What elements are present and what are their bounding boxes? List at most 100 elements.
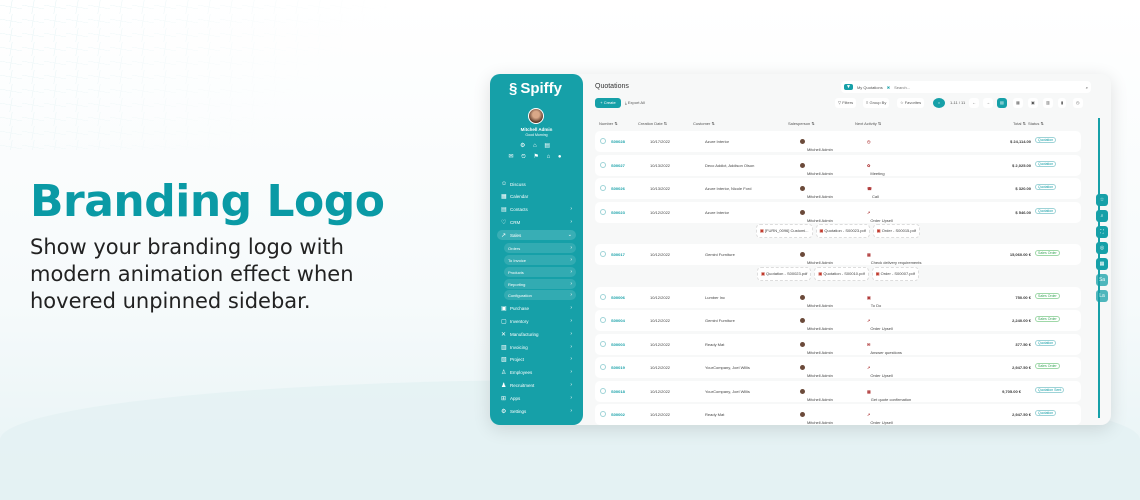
table-row[interactable]: S00003 10/12/2022 Ready Mat Mitchell Adm… bbox=[595, 333, 1081, 355]
order-number[interactable]: S00018 bbox=[611, 388, 625, 394]
sidebar-item-contacts[interactable]: ▤ Contacts › bbox=[497, 204, 576, 214]
table-row[interactable]: S00019 10/12/2022 YourCompany, Joel Will… bbox=[595, 357, 1081, 378]
systray-icons[interactable]: ✉ ⏲ ⚑ ⌂ ● bbox=[508, 154, 565, 160]
column-header-number[interactable]: Number ⇅ bbox=[599, 121, 618, 126]
next-activity[interactable]: ↗ Order Upsell bbox=[867, 412, 893, 425]
sidebar-item-inventory[interactable]: ▢ Inventory › bbox=[497, 316, 576, 326]
pivot-view-icon[interactable]: ▥ bbox=[1043, 98, 1053, 108]
next-activity[interactable]: ☎ Call bbox=[867, 186, 879, 199]
graph-view-icon[interactable]: ▮ bbox=[1058, 98, 1067, 108]
facet-remove-icon[interactable]: ✖ bbox=[886, 84, 891, 90]
attachment-chip[interactable]: ▣ Quotation - S00023.pdf bbox=[757, 266, 812, 281]
sidebar-item-manufacturing[interactable]: ✕ Manufacturing › bbox=[497, 329, 576, 339]
order-number[interactable]: S00026 bbox=[611, 186, 625, 191]
next-activity[interactable]: ▦ Check delivery requirements bbox=[867, 252, 922, 265]
favorites-button[interactable]: ☆ Favorites bbox=[897, 98, 925, 108]
attachment-chip[interactable]: ▣ Quotation - S00023.pdf bbox=[815, 224, 870, 238]
attachment-chip[interactable]: ▣ Quotation - S00010.pdf bbox=[814, 266, 869, 281]
kanban-view-icon[interactable]: ▦ bbox=[1013, 98, 1023, 108]
column-header-status[interactable]: Status ⇅ bbox=[1028, 121, 1044, 126]
table-row[interactable]: S00002 10/12/2022 Ready Mat Mitchell Adm… bbox=[595, 404, 1081, 425]
order-number[interactable]: S00002 bbox=[611, 412, 625, 417]
row-checkbox[interactable] bbox=[600, 208, 606, 215]
order-number[interactable]: S00023 bbox=[611, 209, 625, 215]
column-header-total[interactable]: Total ⇅ bbox=[1013, 121, 1026, 126]
quick-icons[interactable]: ⚙ ⌂ ▤ bbox=[519, 143, 553, 149]
sidebar-item-settings[interactable]: ⚙ Settings › bbox=[497, 406, 576, 416]
row-checkbox[interactable] bbox=[600, 364, 606, 370]
sidebar-item-purchase[interactable]: ▣ Purchase › bbox=[497, 303, 576, 313]
attachment-chip[interactable]: ▣ [FURN_0096] Customi... bbox=[756, 224, 813, 238]
table-row[interactable]: S00017 10/12/2022 Gemini Furniture Mitch… bbox=[595, 244, 1081, 265]
sidebar-item-configuration[interactable]: Configuration › bbox=[504, 290, 576, 300]
filters-button[interactable]: ▽ Filters bbox=[835, 98, 857, 108]
row-checkbox[interactable] bbox=[600, 251, 606, 257]
side-tool-button[interactable]: ⌕ bbox=[1096, 210, 1108, 222]
order-number[interactable]: S00003 bbox=[611, 341, 625, 347]
order-number[interactable]: S00028 bbox=[611, 139, 625, 144]
next-activity[interactable]: ▦ Get quote confirmation bbox=[867, 388, 912, 402]
sidebar-item-apps[interactable]: ⊞ Apps › bbox=[497, 393, 576, 403]
order-number[interactable]: S00017 bbox=[611, 252, 625, 257]
order-number[interactable]: S00027 bbox=[611, 162, 625, 168]
row-checkbox[interactable] bbox=[600, 161, 606, 168]
export-all-button[interactable]: ⤓ Export All bbox=[625, 100, 645, 105]
column-header-next-activity[interactable]: Next Activity ⇅ bbox=[855, 121, 882, 126]
next-activity[interactable]: ↗ Order Upsell bbox=[867, 365, 893, 378]
next-activity[interactable]: ✿ Meeting bbox=[867, 162, 885, 176]
column-header-salesperson[interactable]: Salesperson ⇅ bbox=[788, 121, 815, 126]
next-activity[interactable]: ↗ Order Upsell bbox=[867, 318, 893, 331]
row-checkbox[interactable] bbox=[600, 293, 606, 300]
side-tool-button[interactable]: ▦ bbox=[1096, 258, 1108, 270]
create-button[interactable]: + Create bbox=[595, 98, 621, 108]
table-row[interactable]: S00026 10/13/2022 Azure Interior, Nicole… bbox=[595, 178, 1081, 199]
row-checkbox[interactable] bbox=[600, 387, 606, 394]
table-row[interactable]: S00027 10/13/2022 Deco Addict, Addison O… bbox=[595, 154, 1081, 176]
sidebar-item-reporting[interactable]: Reporting › bbox=[504, 279, 576, 289]
next-activity[interactable]: ↗ Order Upsell bbox=[867, 209, 893, 223]
next-page-button[interactable]: → bbox=[983, 98, 993, 108]
search-input[interactable]: Search... bbox=[894, 84, 911, 90]
side-tool-button[interactable]: Sa bbox=[1096, 274, 1108, 286]
row-checkbox[interactable] bbox=[600, 317, 606, 323]
table-row[interactable]: S00018 10/12/2022 YourCompany, Joel Will… bbox=[595, 380, 1081, 402]
side-tool-button[interactable]: ◎ bbox=[1096, 242, 1108, 254]
search-icon[interactable]: ⌕ bbox=[1085, 84, 1088, 90]
search-bar[interactable]: ▼ My Quotations ✖ Search... ⌕ bbox=[841, 81, 1091, 93]
order-number[interactable]: S00004 bbox=[611, 318, 625, 323]
attachment-chip[interactable]: ▣ Order - S00015.pdf bbox=[872, 224, 920, 238]
next-activity[interactable]: ◷ bbox=[867, 139, 871, 144]
row-checkbox[interactable] bbox=[600, 411, 606, 417]
sidebar-item-crm[interactable]: ♡ CRM › bbox=[497, 217, 576, 227]
side-tool-button[interactable]: ☆ bbox=[1096, 194, 1108, 206]
avatar[interactable] bbox=[528, 108, 544, 124]
sidebar-item-invoicing[interactable]: ▥ Invoicing › bbox=[497, 342, 576, 352]
table-row[interactable]: S00006 10/12/2022 Lumber Inc Mitchell Ad… bbox=[595, 286, 1081, 308]
list-view-icon[interactable]: ▤ bbox=[997, 98, 1007, 108]
sidebar-item-products[interactable]: Products › bbox=[504, 267, 576, 277]
table-row[interactable]: S00028 10/17/2022 Azure Interior Mitchel… bbox=[595, 131, 1081, 152]
column-header-creation-date[interactable]: Creation Date ⇅ bbox=[638, 121, 668, 126]
sidebar-item-sales[interactable]: ↗ Sales ⌄ bbox=[497, 230, 576, 240]
sidebar-item-employees[interactable]: ♙ Employees › bbox=[497, 367, 576, 377]
side-tool-button[interactable]: ⛶ bbox=[1096, 226, 1108, 238]
sidebar-item-discuss[interactable]: ☺ Discuss bbox=[497, 179, 576, 189]
row-checkbox[interactable] bbox=[600, 340, 606, 347]
brand-logo[interactable]: § Spiffy bbox=[509, 80, 562, 97]
sidebar-item-project[interactable]: ▧ Project › bbox=[497, 354, 576, 364]
sidebar-item-calendar[interactable]: ▦ Calendar bbox=[497, 191, 576, 201]
sidebar-item-recruitment[interactable]: ♟ Recruitment › bbox=[497, 380, 576, 390]
next-activity[interactable]: ✉ Answer questions bbox=[867, 341, 902, 355]
table-row[interactable]: S00004 10/12/2022 Gemini Furniture Mitch… bbox=[595, 310, 1081, 331]
activity-view-icon[interactable]: ◷ bbox=[1073, 98, 1083, 108]
row-checkbox[interactable] bbox=[600, 185, 606, 191]
attachment-chip[interactable]: ▣ Order - S00007.pdf bbox=[871, 266, 919, 281]
refresh-icon[interactable]: ○ bbox=[933, 98, 945, 108]
sidebar-item-to-invoice[interactable]: To Invoice › bbox=[504, 255, 576, 265]
group-by-button[interactable]: ≡ Group By bbox=[863, 98, 890, 108]
order-number[interactable]: S00019 bbox=[611, 365, 625, 370]
side-tool-button[interactable]: La bbox=[1096, 290, 1108, 302]
search-facet[interactable]: My Quotations bbox=[856, 84, 883, 90]
next-activity[interactable]: ▣ To Do bbox=[867, 294, 882, 308]
column-header-customer[interactable]: Customer ⇅ bbox=[693, 121, 715, 126]
